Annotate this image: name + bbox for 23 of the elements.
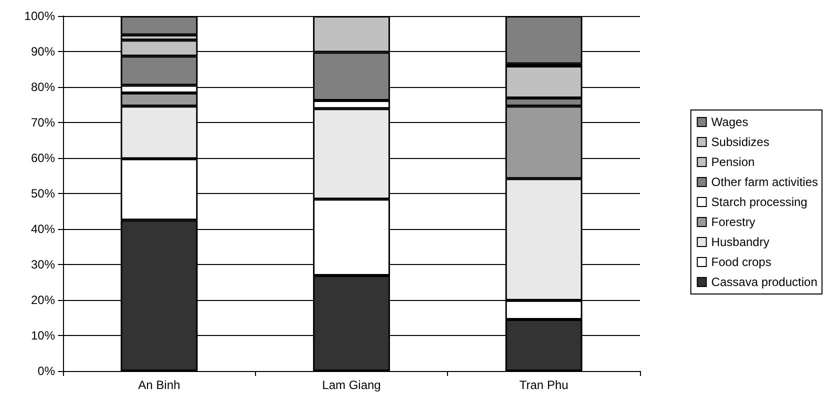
y-tick-label: 60% xyxy=(30,151,56,165)
y-tick-label: 70% xyxy=(30,116,56,130)
y-tick-label: 10% xyxy=(30,328,56,342)
y-tick-label: 100% xyxy=(24,9,56,23)
legend-label: Forestry xyxy=(711,215,756,229)
legend-label: Food crops xyxy=(711,255,772,269)
y-tick-label: 90% xyxy=(30,44,56,58)
legend-label: Subsidizes xyxy=(711,135,770,149)
y-tick-label: 50% xyxy=(30,186,56,200)
y-tick-label: 80% xyxy=(30,80,56,94)
y-tick-label: 40% xyxy=(30,222,56,236)
legend-label: Pension xyxy=(711,155,755,169)
x-tick-label: Tran Phu xyxy=(519,378,568,392)
y-tick-label: 20% xyxy=(30,293,56,307)
y-tick-label: 0% xyxy=(38,364,56,378)
legend-label: Wages xyxy=(711,115,748,129)
y-tick-label: 30% xyxy=(30,258,56,272)
legend-label: Starch processing xyxy=(711,195,808,209)
legend-label: Husbandry xyxy=(711,235,770,249)
x-tick-label: An Binh xyxy=(138,378,180,392)
legend-label: Cassava production xyxy=(711,275,818,289)
legend-label: Other farm activities xyxy=(711,175,818,189)
x-tick-label: Lam Giang xyxy=(322,378,381,392)
